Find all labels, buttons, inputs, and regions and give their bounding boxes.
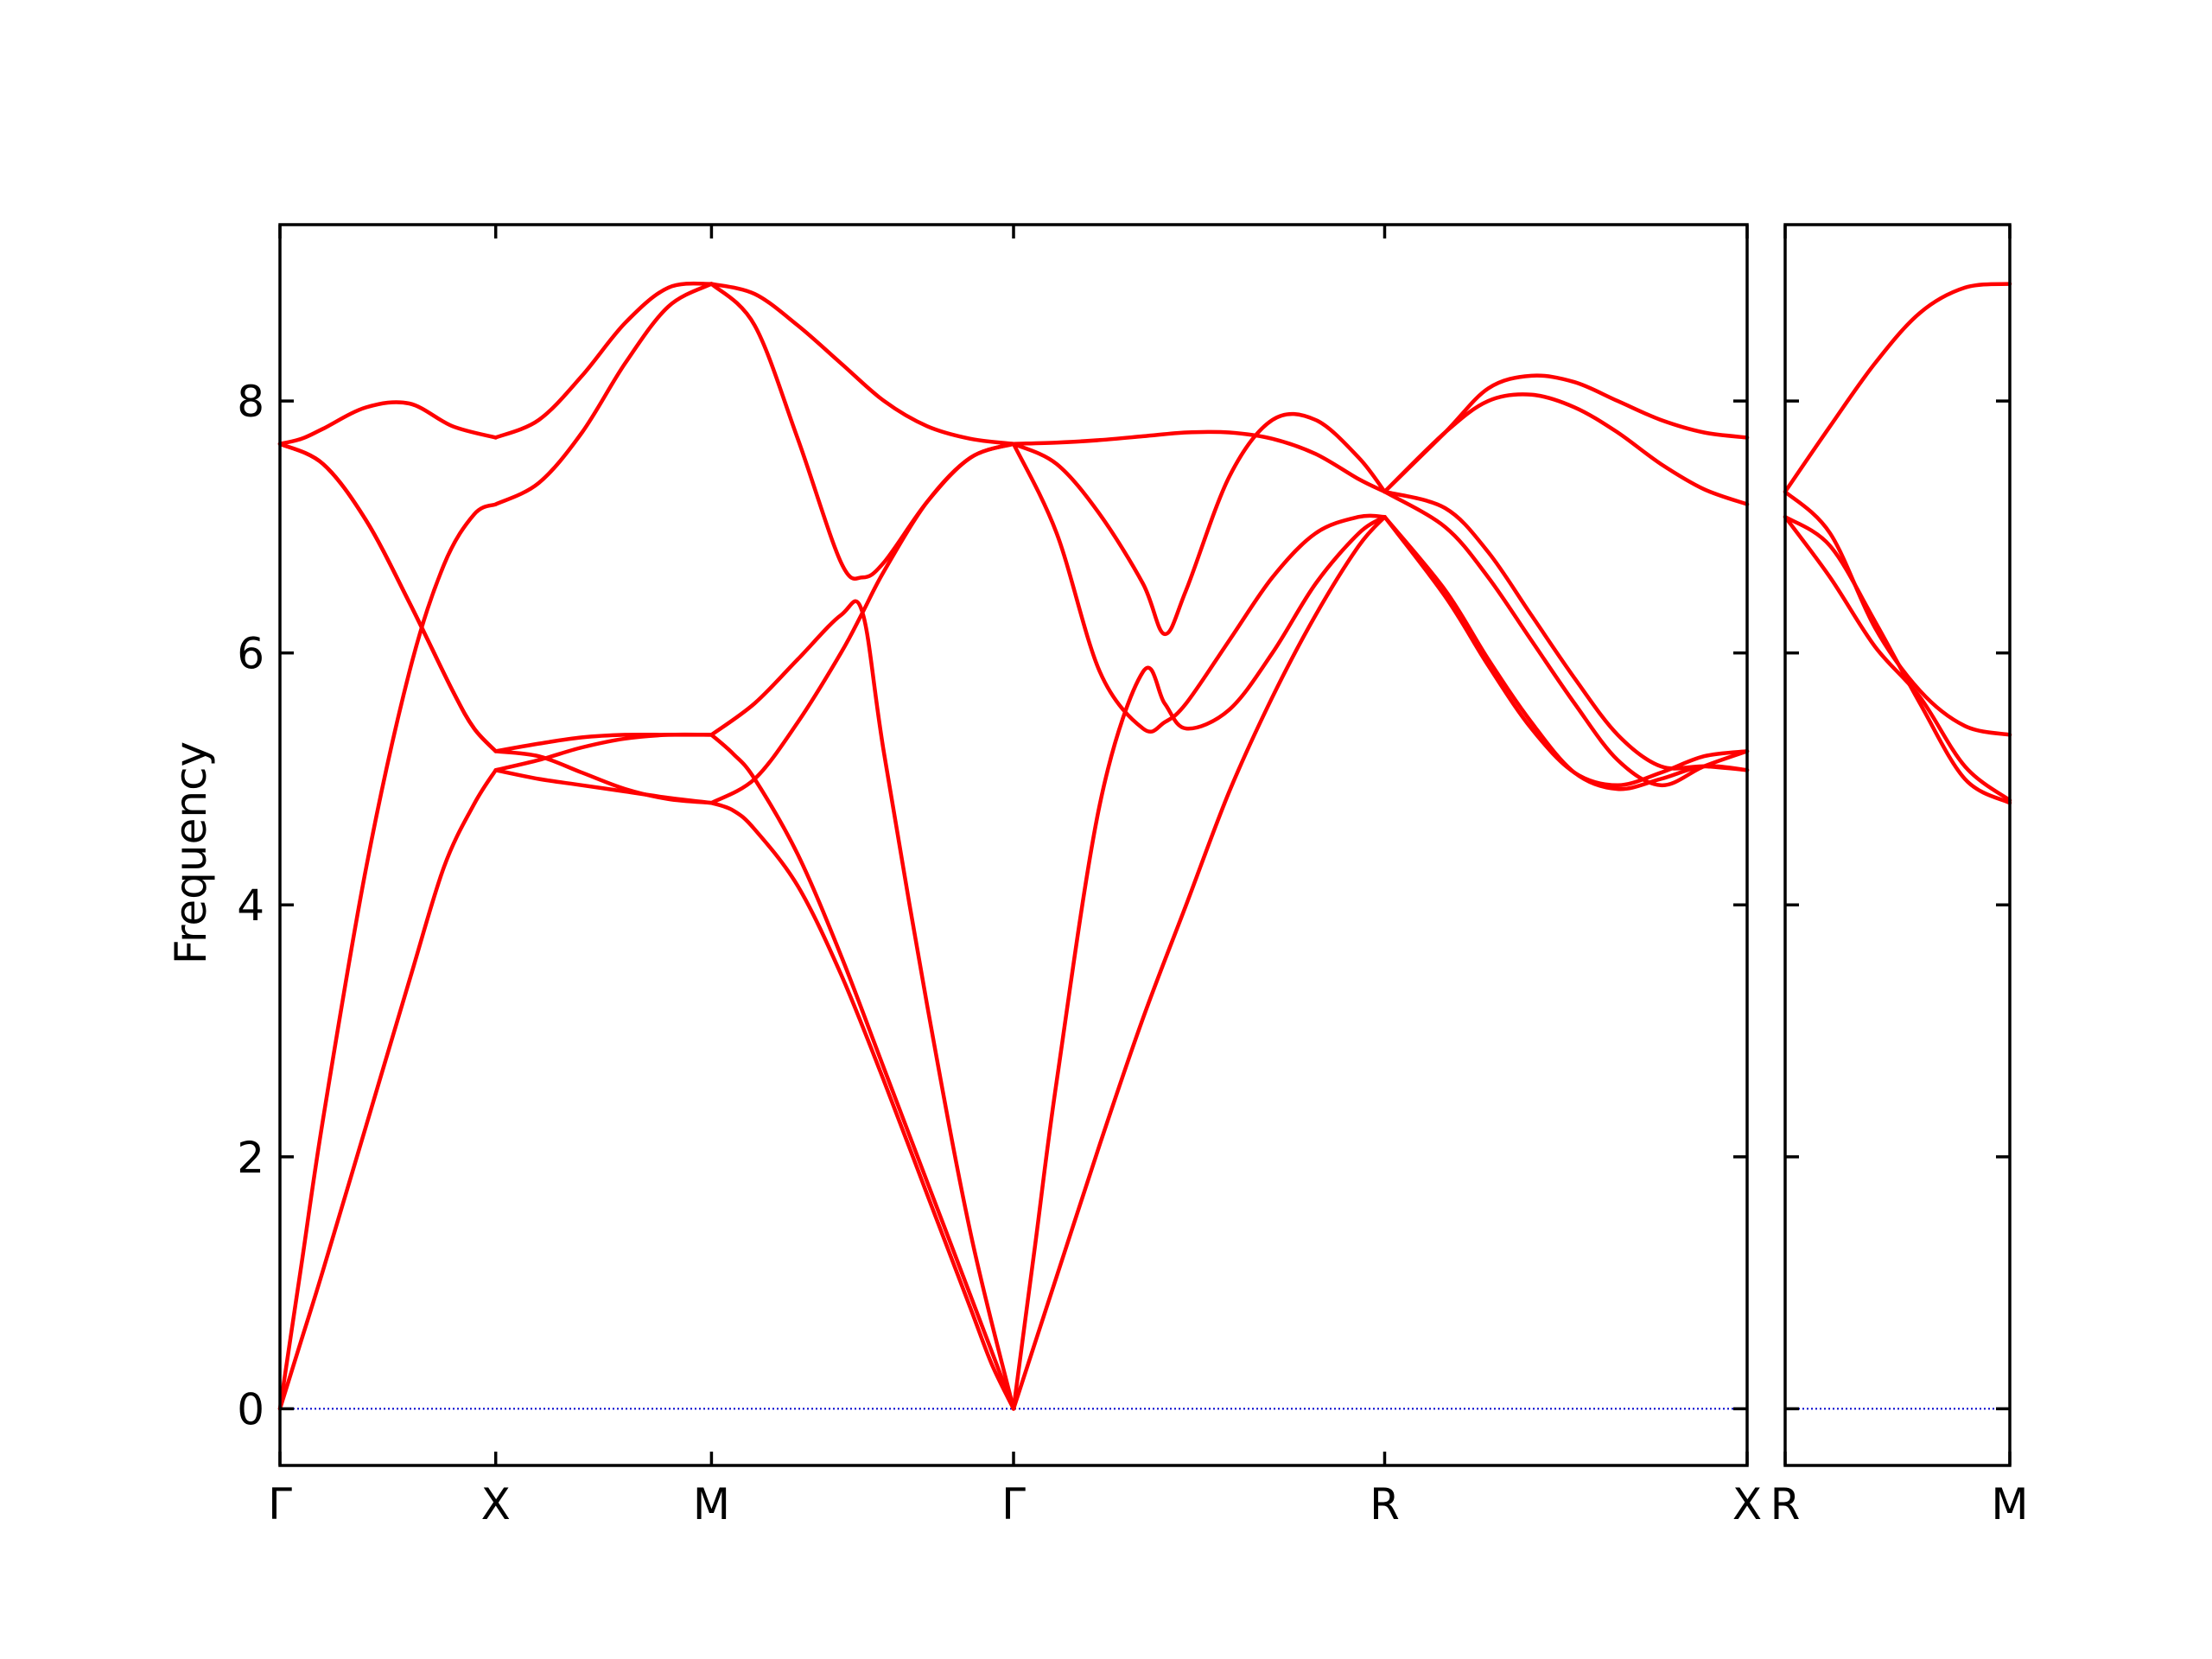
band-line-0-13	[1011, 429, 1387, 494]
y-tick-label: 2	[237, 1133, 264, 1183]
kpoint-label: M	[693, 1479, 730, 1529]
kpoint-label: X	[481, 1479, 511, 1529]
band-line-0-25	[493, 732, 714, 753]
band-line-1-1	[1783, 489, 2012, 737]
y-tick-label: 8	[237, 377, 264, 427]
band-line-0-16	[493, 281, 714, 440]
band-line-0-12	[709, 442, 1016, 805]
y-tick-label: 0	[237, 1384, 264, 1434]
kpoint-label: M	[1991, 1479, 2028, 1529]
kpoint-label: Γ	[268, 1479, 292, 1529]
band-line-0-18	[1011, 442, 1387, 734]
band-line-0-26	[709, 599, 1016, 1411]
band-line-0-15	[277, 400, 498, 446]
band-line-0-7	[709, 282, 1016, 581]
band-line-0-5	[277, 502, 498, 1411]
band-line-0-10	[277, 442, 498, 753]
kpoint-label: R	[1770, 1479, 1801, 1529]
y-tick-label: 4	[237, 880, 264, 931]
band-line-0-3	[1011, 514, 1387, 1411]
band-line-1-0	[1783, 282, 2012, 494]
band-line-0-22	[709, 733, 1016, 1411]
band-line-0-4	[1382, 514, 1750, 791]
band-line-0-9	[1382, 392, 1750, 506]
band-line-0-6	[493, 282, 714, 506]
panel-frame	[278, 223, 1749, 1467]
band-line-1-2	[1783, 514, 2012, 805]
band-line-0-11	[493, 749, 714, 805]
y-axis-tick-labels: 0 2 4 6 8	[237, 377, 264, 1434]
band-line-0-1	[493, 768, 714, 805]
band-line-0-14	[1382, 489, 1750, 788]
band-line-0-20	[277, 442, 498, 753]
band-line-1-3	[1783, 514, 2012, 803]
band-line-0-23	[1011, 514, 1387, 1411]
kpoint-label: R	[1370, 1479, 1400, 1529]
band-line-0-24	[1382, 514, 1750, 788]
y-tick-label: 6	[237, 629, 264, 679]
kpoint-label: X	[1732, 1479, 1762, 1529]
band-line-0-19	[1382, 373, 1750, 494]
band-line-0-8	[1011, 411, 1387, 637]
band-line-0-0	[277, 768, 498, 1411]
kpoint-label: Γ	[1001, 1479, 1026, 1529]
band-line-0-17	[709, 282, 1016, 446]
y-axis-label: Frequency	[166, 741, 216, 964]
band-line-0-2	[709, 800, 1016, 1411]
band-line-0-27	[1382, 489, 1750, 772]
panel-frame	[1783, 223, 2012, 1467]
